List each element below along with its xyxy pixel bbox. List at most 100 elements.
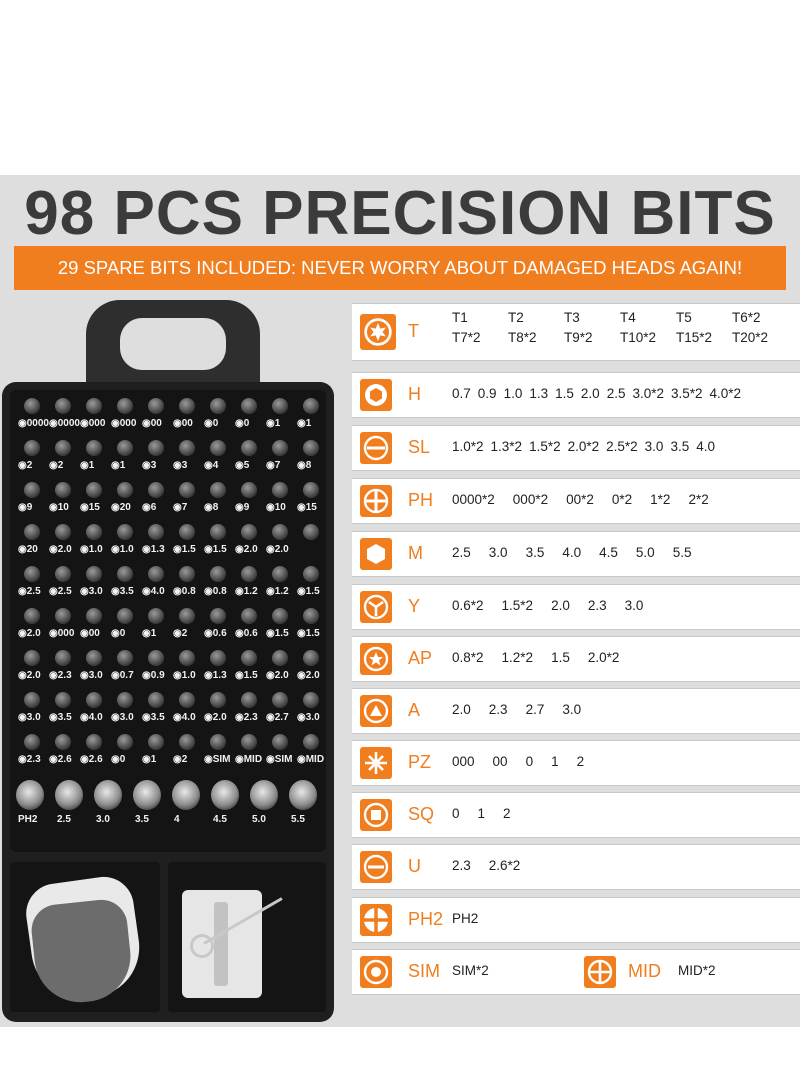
tray-bit-label: ◉9 bbox=[18, 502, 33, 513]
slotted-icon bbox=[360, 432, 392, 464]
tray-bit-label: ◉3 bbox=[142, 460, 157, 471]
size-value: 3.0 bbox=[624, 598, 644, 613]
size-value: T10*2 bbox=[620, 330, 657, 345]
bit-head bbox=[86, 608, 102, 624]
tray-bit-label: ◉4.0 bbox=[173, 712, 196, 723]
size-value: 2.0 bbox=[551, 598, 570, 613]
socket-bit bbox=[211, 780, 239, 810]
bit-head bbox=[24, 650, 40, 666]
size-value: 1*2 bbox=[650, 492, 671, 507]
mid-cross-icon bbox=[584, 956, 616, 988]
bit-head bbox=[179, 440, 195, 456]
tray-bit-label: ◉1 bbox=[142, 628, 157, 639]
size-values: 0000*2 000*2 00*2 0*2 1*2 2*2 bbox=[452, 492, 727, 507]
size-values: SIM*2 bbox=[452, 963, 507, 978]
bit-head bbox=[86, 734, 102, 750]
size-values: 2.3 2.6*2 bbox=[452, 858, 538, 873]
bit-head bbox=[272, 692, 288, 708]
bit-head bbox=[303, 482, 319, 498]
tray-bit-label: ◉8 bbox=[204, 502, 219, 513]
tray-bit-label: ◉2.0 bbox=[18, 670, 41, 681]
bit-head bbox=[303, 524, 319, 540]
tray-bit-label: ◉7 bbox=[266, 460, 281, 471]
bit-row-h: H 0.7 0.9 1.0 1.3 1.5 2.0 2.5 3.0*2 3.5*2 4.0*2 bbox=[352, 372, 800, 418]
size-value: 2.0 bbox=[452, 702, 471, 717]
bit-head bbox=[148, 566, 164, 582]
size-value: 000 bbox=[452, 754, 475, 769]
grey-pry-pick bbox=[29, 897, 135, 1007]
bit-row-sq: SQ 0 1 2 bbox=[352, 792, 800, 838]
square-icon bbox=[360, 799, 392, 831]
bit-head bbox=[241, 524, 257, 540]
bit-head bbox=[86, 398, 102, 414]
pry-tool-compartment bbox=[10, 862, 160, 1012]
tray-bit-label: ◉0 bbox=[204, 418, 219, 429]
bit-head bbox=[117, 608, 133, 624]
socket-bit bbox=[133, 780, 161, 810]
tray-bit-label: ◉3.0 bbox=[80, 670, 103, 681]
tray-bit-label: ◉0000 bbox=[18, 418, 49, 429]
bit-head bbox=[55, 734, 71, 750]
tray-bit-label: ◉0 bbox=[111, 754, 126, 765]
bit-head bbox=[272, 398, 288, 414]
size-value: 1.5*2 bbox=[529, 439, 561, 454]
bit-head bbox=[241, 566, 257, 582]
socket-bit bbox=[289, 780, 317, 810]
size-value: 4.0 bbox=[562, 545, 582, 560]
tray-bit-label: ◉7 bbox=[173, 502, 188, 513]
size-values: 0.8*2 1.2*2 1.5 2.0*2 bbox=[452, 650, 637, 665]
bit-head bbox=[117, 692, 133, 708]
tray-bit-label: ◉2.6 bbox=[80, 754, 103, 765]
tray-bit-label: ◉3.5 bbox=[142, 712, 165, 723]
size-value: 0*2 bbox=[611, 492, 633, 507]
bit-head bbox=[24, 440, 40, 456]
tray-bit-label: ◉0.6 bbox=[204, 628, 227, 639]
bit-head bbox=[117, 650, 133, 666]
bit-head bbox=[55, 440, 71, 456]
bit-code-label: Y bbox=[408, 596, 421, 616]
tray-bit-label: ◉1.2 bbox=[235, 586, 258, 597]
tray-bit-label: ◉0.6 bbox=[235, 628, 258, 639]
bit-head bbox=[148, 398, 164, 414]
size-value: 1.2*2 bbox=[501, 650, 534, 665]
socket-label: 2.5 bbox=[57, 814, 71, 825]
tray-bit-label: ◉000 bbox=[111, 418, 137, 429]
bit-head bbox=[272, 608, 288, 624]
bit-row-t: T T1 T2 T3 T4 T5 T6*2 T7*2 T8*2 T9*2 T10*2 T15*2 T20… bbox=[352, 303, 800, 361]
bit-head bbox=[272, 524, 288, 540]
bit-head bbox=[272, 440, 288, 456]
size-value: T8*2 bbox=[508, 330, 537, 345]
bit-head bbox=[210, 440, 226, 456]
bit-row-ap: AP 0.8*2 1.2*2 1.5 2.0*2 bbox=[352, 636, 800, 682]
bit-code-label: MID bbox=[628, 961, 661, 981]
tray-bit-label: ◉2.0 bbox=[266, 670, 289, 681]
bit-head bbox=[86, 566, 102, 582]
bit-head bbox=[24, 482, 40, 498]
case-handle bbox=[86, 300, 260, 386]
bit-head bbox=[241, 734, 257, 750]
tray-bit-label: ◉1.5 bbox=[297, 586, 320, 597]
size-value: T9*2 bbox=[564, 330, 593, 345]
size-value: T15*2 bbox=[676, 330, 713, 345]
pozidriv-icon bbox=[360, 747, 392, 779]
size-value: 2.6*2 bbox=[488, 858, 521, 873]
phillips-icon bbox=[360, 485, 392, 517]
size-value: 0.7 bbox=[452, 386, 471, 401]
bit-head bbox=[55, 524, 71, 540]
tray-bit-label: ◉2.3 bbox=[49, 670, 72, 681]
bit-head bbox=[272, 734, 288, 750]
size-value: 00 bbox=[492, 754, 508, 769]
bit-head bbox=[148, 650, 164, 666]
tri-wing-icon bbox=[360, 591, 392, 623]
torx-star-icon bbox=[360, 314, 396, 350]
tray-bit-label: ◉1.5 bbox=[297, 628, 320, 639]
tray-bit-label: ◉1.0 bbox=[111, 544, 134, 555]
bit-row-u: U 2.3 2.6*2 bbox=[352, 844, 800, 890]
bit-code-label: T bbox=[408, 321, 419, 341]
tray-bit-label: ◉00 bbox=[80, 628, 100, 639]
tray-bit-label: ◉2.5 bbox=[18, 586, 41, 597]
tray-bit-label: ◉0 bbox=[111, 628, 126, 639]
size-values: 1.0*2 1.3*2 1.5*2 2.0*2 2.5*2 3.0 3.5 4.0 bbox=[452, 439, 722, 454]
size-value: T4 bbox=[620, 310, 636, 325]
socket-bit bbox=[172, 780, 200, 810]
